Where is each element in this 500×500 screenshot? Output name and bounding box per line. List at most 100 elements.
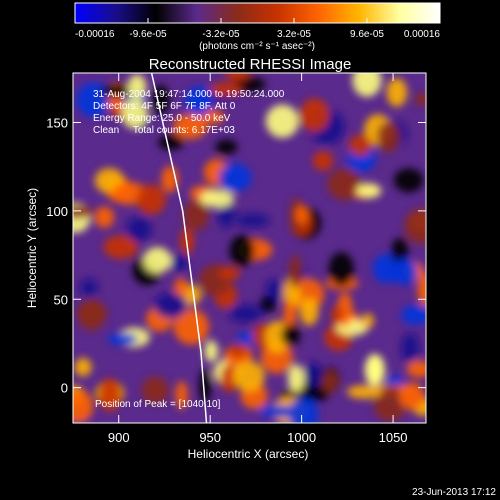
heatmap-blob <box>287 364 305 392</box>
heatmap-blob <box>265 320 289 354</box>
heatmap-blob <box>154 292 188 319</box>
colorbar-tick-label: -0.00016 <box>75 29 115 40</box>
heatmap-blob <box>288 397 319 423</box>
heatmap-blob <box>391 237 409 265</box>
heatmap-blob <box>80 278 98 297</box>
heatmap-blob <box>312 150 334 171</box>
heatmap-blob <box>203 109 225 125</box>
info-line-2: Detectors: 4F 5F 6F 7F 8F, Att 0 <box>93 101 236 112</box>
heatmap-blob <box>399 382 425 411</box>
heatmap-blob <box>417 272 426 307</box>
heatmap-blob <box>218 266 241 280</box>
heatmap-blob <box>299 98 330 132</box>
info-text: 31-Aug-2004 19:47:14.000 to 19:50:24.000… <box>93 89 285 136</box>
heatmap-blob <box>127 74 147 99</box>
colorbar-tick-label: 0.00016 <box>404 29 441 40</box>
colorbar-tick-label: -9.6e-05 <box>129 29 167 40</box>
heatmap-blob <box>174 277 188 299</box>
heatmap-blob <box>218 163 252 192</box>
colorbar-tick-label: 9.6e-05 <box>350 29 384 40</box>
heatmap-blob <box>259 296 276 313</box>
heatmap-blob <box>143 247 172 274</box>
heatmap-blob <box>328 252 354 287</box>
heatmap-blob <box>300 297 319 326</box>
heatmap-blob <box>229 345 247 358</box>
heatmap-blob <box>229 304 263 323</box>
colorbar <box>74 2 441 24</box>
heatmap-blob <box>295 205 309 225</box>
heatmap-blob <box>229 235 255 267</box>
peak-hotspot <box>364 353 385 386</box>
heatmap-blob <box>356 183 382 199</box>
y-axis-label: Heliocentric Y (arcsec) <box>25 188 39 308</box>
heatmap-blob <box>73 389 94 423</box>
footer-timestamp: 23-Jun-2013 17:12 <box>412 487 496 498</box>
colorbar-tick-label: 3.2e-05 <box>277 29 311 40</box>
x-tick-label: 1050 <box>379 430 408 445</box>
axis-ticks: 900 950 1000 1050 0 50 100 150 <box>46 73 426 445</box>
heatmap-blob <box>265 104 299 138</box>
heatmap-blobs <box>73 73 426 423</box>
heatmap-blob <box>352 73 382 97</box>
heatmap-blob <box>169 253 188 272</box>
heatmap-blob <box>281 324 301 347</box>
heatmap-blob <box>73 205 94 219</box>
heatmap-blob <box>173 113 208 140</box>
heatmap-blob <box>173 308 210 345</box>
heatmap-blob <box>233 361 265 392</box>
heatmap-blob <box>175 381 188 410</box>
heatmap-blob <box>289 255 302 288</box>
plot-frame <box>72 72 427 424</box>
heatmap-blob <box>327 168 362 200</box>
heatmap-blob <box>107 332 138 346</box>
heatmap-blob <box>401 305 426 325</box>
heatmap-blob <box>304 362 323 388</box>
y-tick-label: 50 <box>54 292 68 307</box>
heatmap-blob <box>283 300 297 330</box>
chart-title: Reconstructed RHESSI Image <box>149 56 352 73</box>
y-tick-label: 100 <box>46 204 68 219</box>
heatmap-blob <box>373 386 406 422</box>
heatmap-blob <box>94 206 115 228</box>
heatmap-blob <box>220 364 239 393</box>
heatmap-blob <box>404 208 426 244</box>
x-tick-label: 900 <box>108 430 130 445</box>
colorbar-tick-label: -3.2e-05 <box>202 29 240 40</box>
heatmap-blob <box>77 299 106 331</box>
heatmap-blob <box>215 139 238 155</box>
heatmap-blob <box>74 357 92 377</box>
heatmap-blob <box>414 93 426 106</box>
info-line-4: Clean Total counts: 6.17E+03 <box>93 125 235 136</box>
heatmap-blob <box>346 385 382 399</box>
heatmap-blob <box>235 213 270 228</box>
heatmap-blob <box>209 82 242 97</box>
heatmap-blob <box>391 259 418 285</box>
peak-position-label: Position of Peak = [1040,10] <box>95 399 221 410</box>
heatmap-blob <box>199 369 211 403</box>
heatmap-blob <box>393 168 424 193</box>
heatmap-blob <box>401 332 420 365</box>
heatmap-blob <box>103 235 139 259</box>
heatmap-blob <box>199 189 235 208</box>
heatmap-blob <box>184 85 214 116</box>
heatmap-blob <box>331 305 344 325</box>
x-axis-label: Heliocentric X (arcsec) <box>188 447 309 461</box>
heatmap-blob <box>348 135 372 157</box>
heatmap-blob <box>98 378 121 412</box>
colorbar-units-label: (photons cm⁻² s⁻¹ asec⁻²) <box>199 41 315 52</box>
colorbar-ticks: -0.00016 -9.6e-05 -3.2e-05 3.2e-05 9.6e-05 0.… <box>74 18 441 40</box>
heatmap-blob <box>121 98 148 129</box>
x-tick-label: 950 <box>199 430 221 445</box>
heatmap-blob <box>361 313 374 329</box>
heatmap-blob <box>126 216 152 242</box>
plot-area <box>73 73 426 423</box>
solar-limb-line <box>150 73 208 423</box>
heatmap-blob <box>100 84 134 98</box>
info-line-3: Energy Range: 25.0 - 50.0 keV <box>93 113 231 124</box>
y-tick-label: 0 <box>61 381 68 396</box>
heatmap-blob <box>204 340 219 363</box>
heatmap-blob <box>259 405 296 418</box>
heatmap-blob <box>386 78 408 107</box>
heatmap-blob <box>225 73 250 81</box>
